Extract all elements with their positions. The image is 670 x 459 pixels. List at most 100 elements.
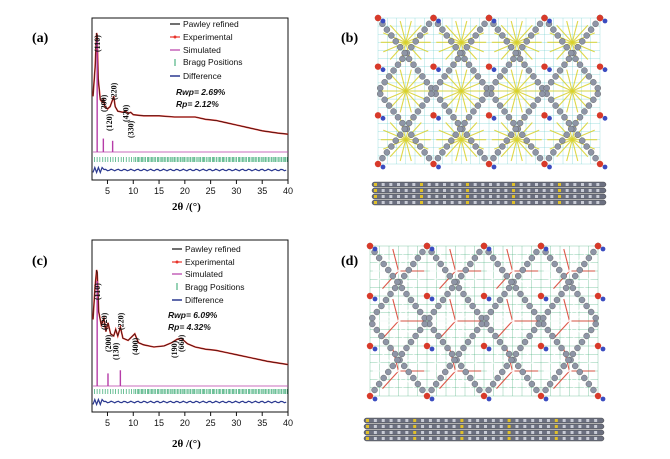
node-atom bbox=[485, 160, 493, 168]
framework-chains bbox=[374, 14, 608, 170]
peak-label: (220) bbox=[116, 312, 125, 330]
peak-label: (220) bbox=[110, 82, 119, 100]
node-atom bbox=[594, 392, 602, 400]
node-atom bbox=[485, 63, 493, 70]
difference-curve bbox=[92, 165, 287, 175]
legend: Pawley refined Experimental Simulated Br… bbox=[168, 244, 245, 332]
node-atom bbox=[537, 392, 545, 400]
peak-label: (110) bbox=[93, 283, 102, 300]
node-atom bbox=[491, 115, 497, 121]
rp-text: Rp= 2.12% bbox=[176, 99, 219, 109]
node-atom bbox=[430, 160, 437, 168]
legend-bragg: Bragg Positions bbox=[185, 282, 245, 292]
node-atom bbox=[423, 392, 431, 400]
node-atom bbox=[366, 242, 374, 250]
node-atom bbox=[374, 160, 382, 168]
x-tick-label: 40 bbox=[283, 186, 293, 196]
x-tick-label: 30 bbox=[231, 186, 241, 196]
node-atom bbox=[547, 67, 552, 73]
node-atom bbox=[541, 160, 548, 168]
legend-pawley: Pawley refined bbox=[183, 19, 239, 29]
peak-label: (110) bbox=[93, 35, 102, 52]
x-axis: 5 10 15 20 25 30 35 40 bbox=[105, 412, 293, 428]
pawley-curve bbox=[92, 269, 289, 365]
node-atom bbox=[436, 18, 441, 24]
node-atom bbox=[600, 246, 606, 252]
node-atom bbox=[486, 246, 492, 252]
node-atom bbox=[372, 346, 378, 352]
node-atom bbox=[596, 160, 604, 168]
node-atom bbox=[491, 67, 497, 73]
node-atom bbox=[602, 115, 608, 121]
legend-marker-experimental bbox=[175, 260, 179, 264]
node-atom bbox=[491, 18, 497, 24]
node-atom bbox=[374, 112, 382, 119]
node-atom bbox=[436, 67, 441, 73]
node-atom bbox=[600, 396, 606, 402]
peak-label: (200) bbox=[104, 334, 113, 352]
node-atom bbox=[429, 296, 435, 302]
series-layer: (110) (200)(120) (220)(420)(330) bbox=[92, 32, 289, 175]
node-atom bbox=[366, 392, 374, 400]
peak-label: (200) bbox=[99, 94, 108, 112]
node-atom bbox=[366, 292, 374, 300]
x-tick-label: 40 bbox=[283, 418, 293, 428]
peak-label: (400) bbox=[131, 337, 140, 355]
node-atom bbox=[380, 115, 386, 121]
x-tick-label: 15 bbox=[154, 186, 164, 196]
node-atom bbox=[480, 392, 488, 400]
peak-label: (130) bbox=[112, 342, 121, 360]
legend-marker-experimental bbox=[173, 35, 177, 39]
node-atom bbox=[600, 346, 606, 352]
node-atom bbox=[594, 242, 602, 250]
node-atom bbox=[372, 296, 378, 302]
node-atom bbox=[372, 246, 378, 252]
node-atom bbox=[423, 242, 431, 250]
node-atom bbox=[541, 14, 548, 22]
framework-structure-d bbox=[363, 242, 606, 442]
x-tick-label: 10 bbox=[128, 418, 138, 428]
legend-difference: Difference bbox=[185, 295, 224, 305]
peak-label: (190) bbox=[170, 340, 179, 358]
plot-frame bbox=[91, 17, 289, 181]
node-atom bbox=[374, 14, 382, 22]
x-tick-label: 10 bbox=[128, 186, 138, 196]
node-atom bbox=[485, 14, 493, 22]
legend-simulated: Simulated bbox=[183, 45, 221, 55]
legend-bragg: Bragg Positions bbox=[183, 57, 243, 67]
node-atom bbox=[602, 18, 608, 24]
legend: Pawley refined Experimental Simulated Br… bbox=[170, 19, 243, 109]
node-atom bbox=[596, 63, 604, 70]
node-atom bbox=[491, 164, 497, 170]
pxrd-chart-a: 5 10 15 20 25 30 35 40 2θ /(°) Pawley refined E… bbox=[91, 17, 293, 213]
panel-label-d: (d) bbox=[341, 254, 358, 269]
framework-chains bbox=[366, 242, 606, 402]
node-atom bbox=[436, 164, 441, 170]
node-atom bbox=[429, 246, 435, 252]
panel-label-a: (a) bbox=[32, 31, 49, 46]
node-atom bbox=[429, 396, 435, 402]
node-atom bbox=[480, 342, 488, 350]
node-atom bbox=[594, 292, 602, 300]
node-atom bbox=[436, 115, 441, 121]
node-atom bbox=[429, 346, 435, 352]
node-atom bbox=[374, 63, 382, 70]
x-axis-label: 2θ /(°) bbox=[172, 201, 201, 213]
node-atom bbox=[596, 14, 604, 22]
node-atom bbox=[543, 246, 549, 252]
node-atom bbox=[602, 67, 608, 73]
node-atom bbox=[547, 115, 552, 121]
node-atom bbox=[485, 112, 493, 119]
node-atom bbox=[537, 342, 545, 350]
difference-curve bbox=[92, 397, 287, 407]
pxrd-chart-c: 5 10 15 20 25 30 35 40 2θ /(°) Pawley refined E… bbox=[91, 239, 293, 450]
node-atom bbox=[372, 396, 378, 402]
peak-label: (660) bbox=[177, 334, 186, 352]
peak-label: (330) bbox=[127, 120, 136, 138]
node-atom bbox=[537, 242, 545, 250]
rwp-text: Rwp= 6.09% bbox=[168, 310, 218, 320]
node-atom bbox=[541, 63, 548, 70]
stacked-layers bbox=[363, 417, 605, 442]
peak-label: (420) bbox=[122, 104, 131, 122]
legend-pawley: Pawley refined bbox=[185, 244, 241, 254]
